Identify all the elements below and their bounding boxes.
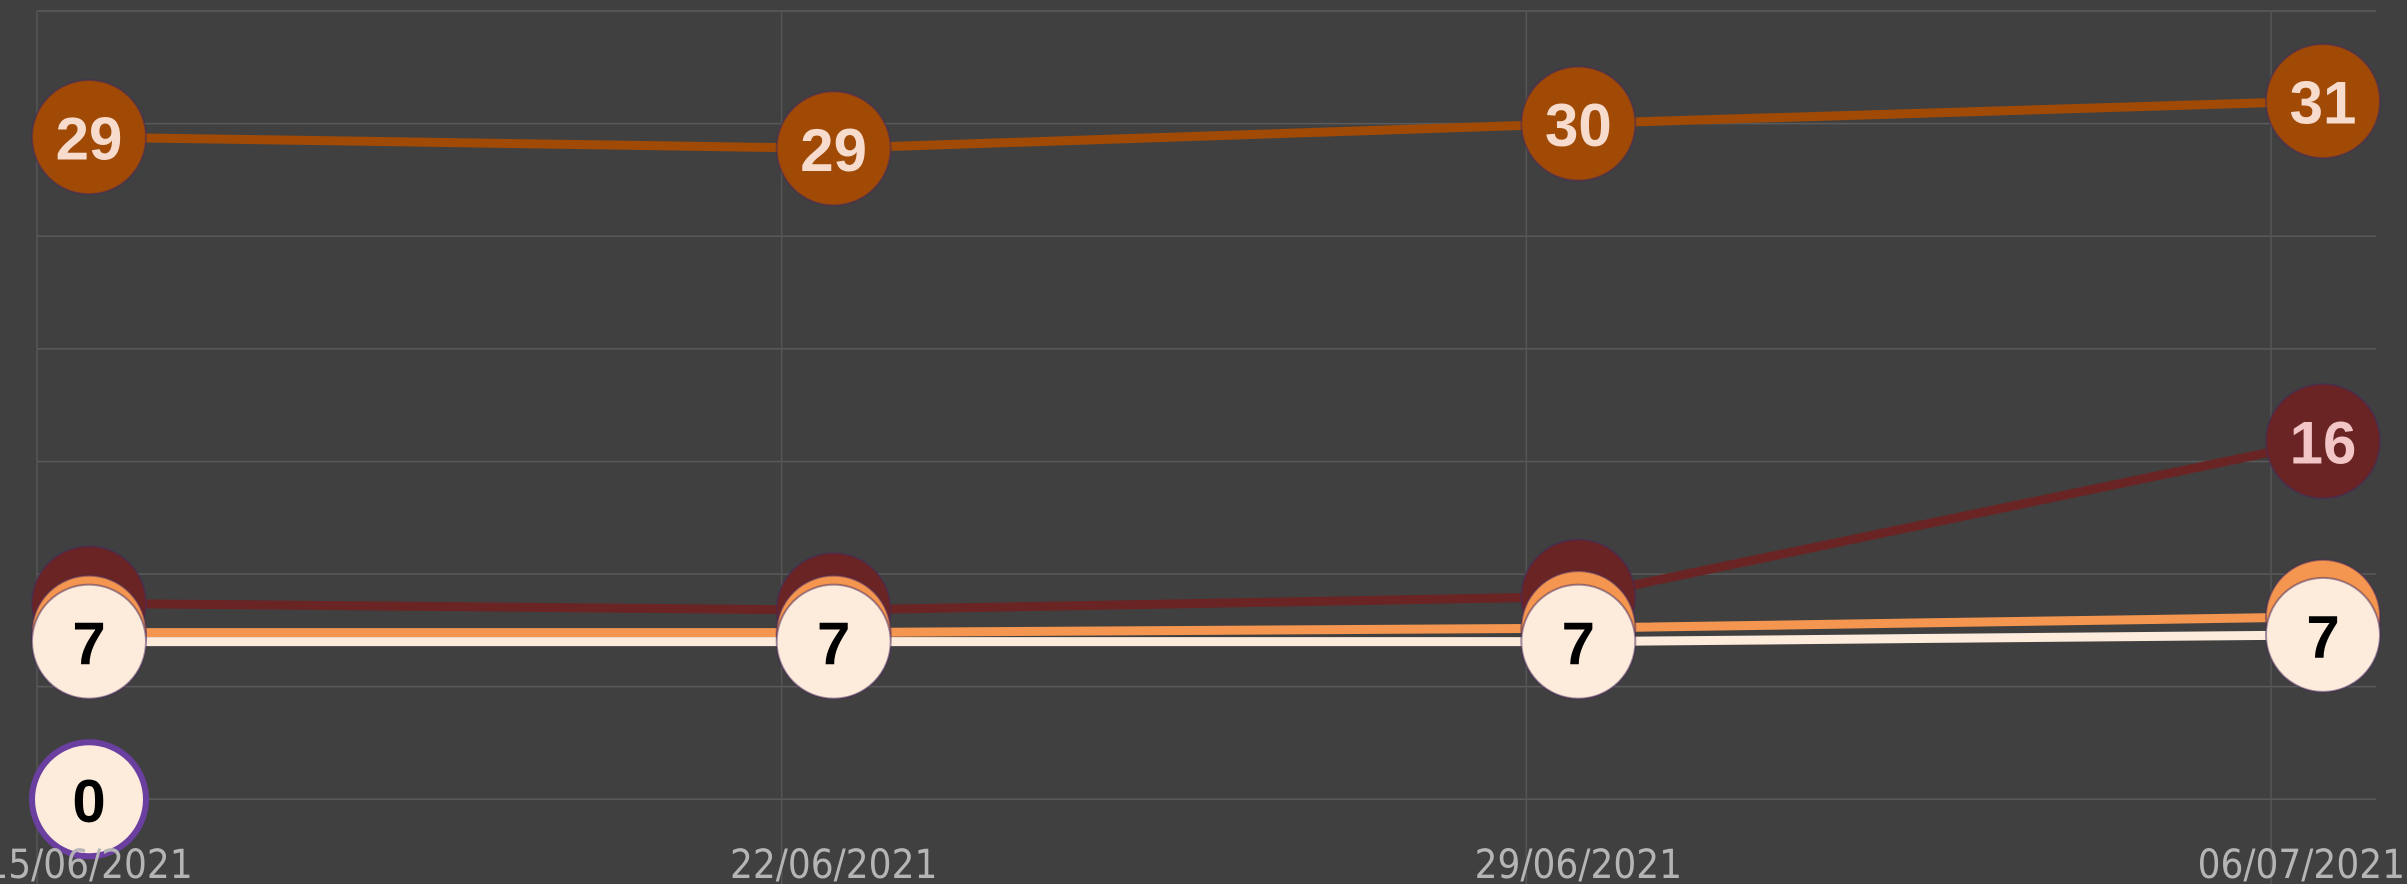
data-label: 7 bbox=[817, 610, 850, 677]
x-tick-label: 22/06/2021 bbox=[730, 842, 937, 884]
series-line bbox=[89, 630, 2324, 647]
point-marker bbox=[2265, 576, 2381, 693]
series-line bbox=[89, 612, 2324, 638]
point-marker bbox=[31, 79, 147, 196]
data-label: 31 bbox=[2290, 70, 2357, 137]
point-marker bbox=[1520, 583, 1637, 700]
series-line bbox=[88, 436, 2324, 615]
x-tick-label: 15/06/2021 bbox=[0, 842, 193, 884]
series-line bbox=[88, 96, 2324, 153]
point-marker bbox=[2265, 43, 2381, 160]
data-label: 29 bbox=[56, 106, 123, 173]
point-marker bbox=[775, 90, 892, 207]
data-label: 7 bbox=[2306, 603, 2339, 670]
data-label: 0 bbox=[72, 768, 105, 835]
data-label: 7 bbox=[72, 610, 105, 677]
data-label: 7 bbox=[1562, 610, 1595, 677]
data-label: 30 bbox=[1545, 92, 1612, 159]
point-marker bbox=[29, 739, 149, 860]
data-label: 16 bbox=[2290, 410, 2357, 477]
point-marker bbox=[1520, 65, 1637, 182]
point-marker bbox=[2265, 383, 2381, 500]
x-tick-label: 06/07/2021 bbox=[2198, 842, 2405, 884]
point-marker bbox=[31, 583, 147, 700]
x-tick-label: 29/06/2021 bbox=[1475, 842, 1682, 884]
point-marker bbox=[775, 583, 892, 700]
data-label: 29 bbox=[800, 117, 867, 184]
